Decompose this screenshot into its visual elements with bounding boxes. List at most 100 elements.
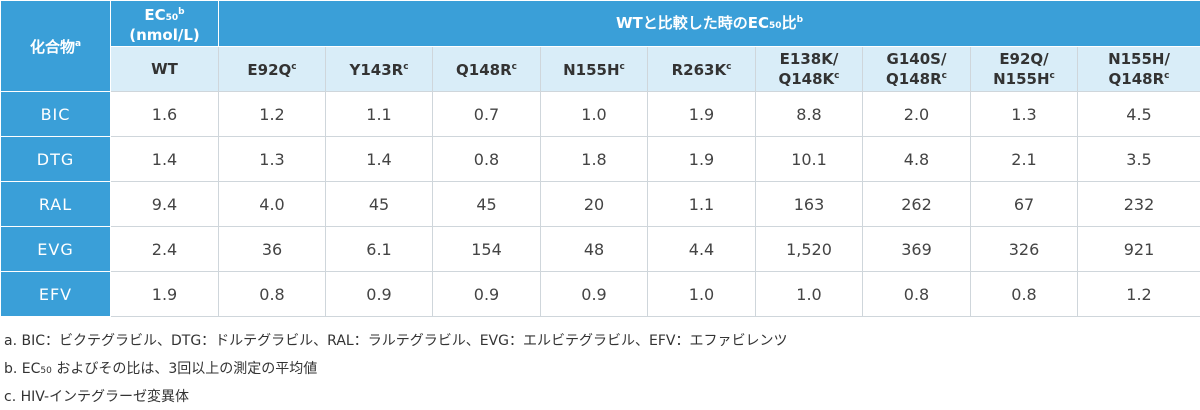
cell: 4.0 — [218, 181, 326, 227]
cell: 262 — [862, 181, 971, 227]
data-row: EFV 1.9 0.8 0.9 0.9 0.9 1.0 1.0 0.8 0.8 1.2 — [0, 271, 1200, 317]
row-header: RAL — [0, 181, 111, 227]
superscript: c — [726, 62, 732, 72]
footnote: b. EC50 およびその比は、3回以上の測定の平均値 — [4, 355, 1200, 383]
cell: 6.1 — [325, 226, 433, 272]
superscript: a — [74, 39, 82, 49]
cell: 1.0 — [755, 271, 863, 317]
subscript: 50 — [165, 12, 179, 23]
unit: (nmol/L) — [129, 25, 200, 44]
column-header: E92Qc — [218, 46, 326, 92]
cell: 921 — [1076, 226, 1200, 272]
superscript: c — [941, 70, 947, 81]
text: WT — [151, 59, 178, 78]
data-row: BIC 1.6 1.2 1.1 0.7 1.0 1.9 8.8 2.0 1.3 4.5 — [0, 91, 1200, 137]
row-header: EVG — [0, 226, 111, 272]
ratio-header: WTと比較した時のEC50比b — [217, 0, 1200, 47]
column-header: G140S/Q148Rc — [862, 46, 971, 92]
cell: 0.8 — [432, 136, 541, 182]
superscript: c — [1164, 70, 1170, 81]
footnotes: a. BIC：ビクテグラビル、DTG：ドルテグラビル、RAL：ラルテグラビル、E… — [0, 317, 1200, 410]
text: G140S/ — [886, 49, 947, 68]
text: a. BIC：ビクテグラビル、DTG：ドルテグラビル、RAL：ラルテグラビル、E… — [4, 333, 788, 349]
cell: 1.9 — [647, 136, 756, 182]
cell: 1.4 — [325, 136, 433, 182]
cell: 45 — [432, 181, 541, 227]
text: およびその比は、3回以上の測定の平均値 — [51, 361, 318, 377]
text: EC — [144, 5, 166, 24]
cell: 48 — [540, 226, 648, 272]
cell: 1.0 — [540, 91, 648, 137]
cell: 163 — [755, 181, 863, 227]
cell: 0.7 — [432, 91, 541, 137]
text: E92Q/ — [999, 49, 1049, 68]
text: E138K/ — [779, 49, 839, 68]
superscript: b — [178, 6, 185, 17]
superscript: c — [291, 62, 297, 72]
cell: 1.1 — [647, 181, 756, 227]
column-header: N155H/Q148Rc — [1076, 46, 1200, 92]
superscript: c — [834, 70, 840, 81]
cell: 1.3 — [970, 91, 1078, 137]
text: WTと比較した時のEC — [615, 14, 770, 32]
text: Q148R — [886, 69, 942, 88]
text: R263K — [671, 61, 727, 79]
cell: 8.8 — [755, 91, 863, 137]
cell: 4.5 — [1076, 91, 1200, 137]
cell: 0.9 — [540, 271, 648, 317]
cell: 4.4 — [647, 226, 756, 272]
cell: 369 — [862, 226, 971, 272]
cell: 9.4 — [110, 181, 219, 227]
footnote: c. HIV-インテグラーゼ変異体 — [4, 383, 1200, 410]
data-row: EVG 2.4 36 6.1 154 48 4.4 1,520 369 326 921 — [0, 226, 1200, 272]
subheader-row: WT E92Qc Y143Rc Q148Rc N155Hc R263Kc E138K/Q14… — [1, 46, 1200, 92]
footnote: a. BIC：ビクテグラビル、DTG：ドルテグラビル、RAL：ラルテグラビル、E… — [4, 327, 1200, 355]
cell: 2.1 — [970, 136, 1078, 182]
row-header: BIC — [0, 91, 111, 137]
text: N155H — [563, 61, 620, 79]
text: Q148R — [456, 61, 512, 79]
cell: 0.9 — [325, 271, 433, 317]
cell: 326 — [970, 226, 1078, 272]
superscript: c — [403, 62, 409, 72]
cell: 1.6 — [110, 91, 219, 137]
column-header: E138K/Q148Kc — [755, 46, 863, 92]
cell: 45 — [325, 181, 433, 227]
ec50-header: EC50b (nmol/L) — [110, 0, 219, 47]
column-header: WT — [110, 46, 219, 92]
superscript: c — [511, 62, 517, 72]
cell: 0.8 — [970, 271, 1078, 317]
data-table: 化合物a EC50b (nmol/L) WTと比較した時のEC50比b WT E92Qc Y… — [0, 0, 1200, 317]
column-header: Q148Rc — [432, 46, 541, 92]
cell: 232 — [1076, 181, 1200, 227]
cell: 2.4 — [110, 226, 219, 272]
cell: 20 — [540, 181, 648, 227]
text: 化合物 — [29, 38, 75, 56]
cell: 1.9 — [647, 91, 756, 137]
column-header: R263Kc — [647, 46, 756, 92]
cell: 1.1 — [325, 91, 433, 137]
row-header: EFV — [0, 271, 111, 317]
cell: 67 — [970, 181, 1078, 227]
text: N155H/ — [1108, 49, 1170, 68]
cell: 1.0 — [647, 271, 756, 317]
subscript: 50 — [40, 366, 52, 376]
text: Q148K — [778, 69, 835, 88]
row-header: DTG — [0, 136, 111, 182]
text: b. EC — [4, 361, 41, 377]
cell: 3.5 — [1076, 136, 1200, 182]
superscript: c — [1049, 70, 1055, 81]
header-row: 化合物a EC50b (nmol/L) WTと比較した時のEC50比b — [0, 0, 1200, 92]
cell: 2.0 — [862, 91, 971, 137]
cell: 0.8 — [218, 271, 326, 317]
cell: 0.8 — [862, 271, 971, 317]
text: c. HIV-インテグラーゼ変異体 — [4, 389, 190, 405]
cell: 36 — [218, 226, 326, 272]
text: N155H — [993, 69, 1050, 88]
data-row: DTG 1.4 1.3 1.4 0.8 1.8 1.9 10.1 4.8 2.1 3.5 — [0, 136, 1200, 182]
cell: 10.1 — [755, 136, 863, 182]
text: E92Q — [247, 61, 292, 79]
cell: 1.3 — [218, 136, 326, 182]
